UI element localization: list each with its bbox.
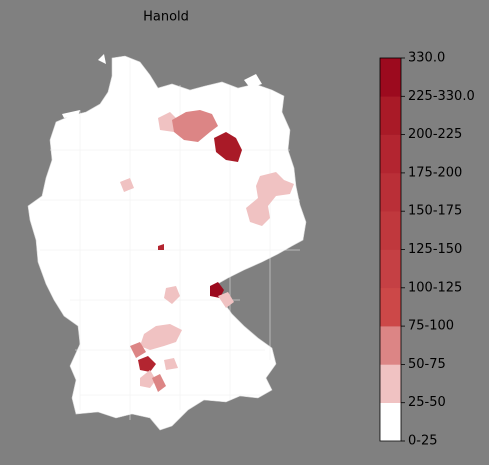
- legend-label: 150-175: [408, 204, 462, 219]
- district: [164, 286, 180, 304]
- district: [214, 132, 242, 162]
- district: [130, 342, 146, 358]
- legend-band: [380, 287, 401, 327]
- legend-label: 0-25: [408, 434, 438, 449]
- legend-label: 25-50: [408, 395, 446, 410]
- legend-band: [380, 58, 401, 97]
- district: [218, 292, 234, 308]
- legend-band: [380, 211, 401, 250]
- legend-label: 225-330.0: [408, 89, 475, 104]
- color-legend: 0-25 25-50 50-75 75-100 100-125 125-150 150-17…: [379, 51, 475, 449]
- legend-label: 75-100: [408, 319, 454, 334]
- island: [62, 110, 80, 118]
- legend-band: [380, 96, 401, 135]
- district: [140, 324, 182, 350]
- legend-band: [380, 402, 401, 442]
- district: [152, 374, 166, 392]
- legend-label: 200-225: [408, 127, 462, 142]
- island: [98, 54, 106, 64]
- legend-band: [380, 364, 401, 403]
- district: [158, 244, 164, 250]
- legend-label: 330.0: [408, 51, 445, 66]
- district: [140, 370, 156, 388]
- legend-band: [380, 134, 401, 174]
- legend-label: 100-125: [408, 280, 462, 295]
- district: [158, 112, 178, 132]
- highlighted-districts: [120, 110, 294, 392]
- district: [210, 282, 224, 298]
- district-borders: [40, 60, 300, 420]
- legend-label: 125-150: [408, 242, 462, 257]
- district: [164, 358, 178, 370]
- legend-label: 50-75: [408, 357, 446, 372]
- district: [138, 356, 156, 372]
- legend-band: [380, 172, 401, 212]
- island: [244, 74, 262, 88]
- germany-map: [27, 54, 307, 431]
- district: [120, 178, 134, 192]
- legend-band: [380, 249, 401, 289]
- legend-band: [380, 326, 401, 365]
- legend-label: 175-200: [408, 165, 462, 180]
- district: [172, 110, 218, 142]
- district: [246, 172, 294, 226]
- map-title: Hanold: [143, 10, 189, 25]
